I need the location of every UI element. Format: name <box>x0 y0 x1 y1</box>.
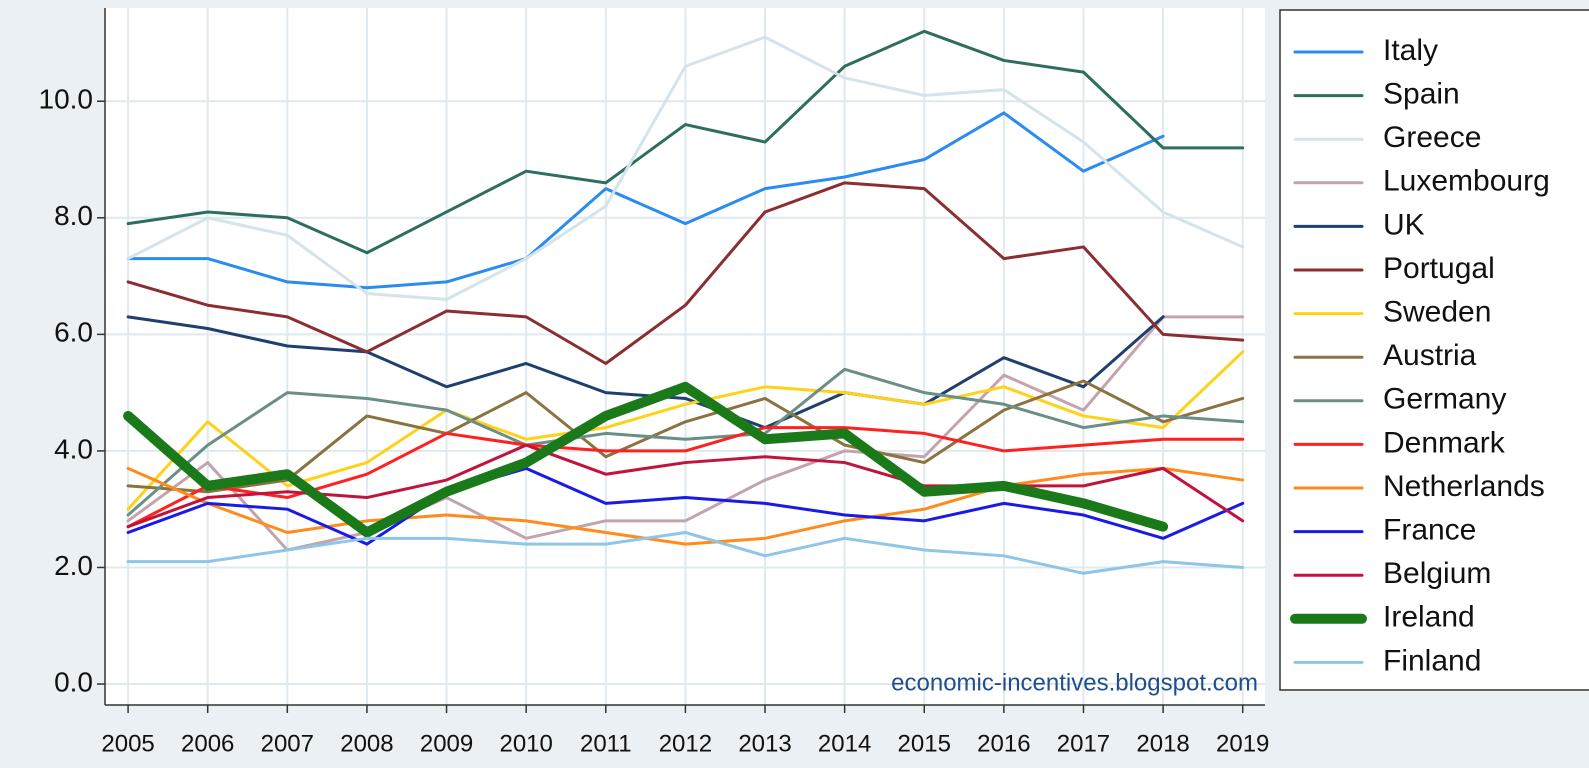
legend-label: Italy <box>1383 34 1438 67</box>
legend-label: Ireland <box>1383 601 1475 634</box>
x-tick-label: 2008 <box>340 730 393 757</box>
legend-label: Luxembourg <box>1383 165 1550 198</box>
x-tick-label: 2006 <box>181 730 234 757</box>
x-tick-label: 2017 <box>1057 730 1110 757</box>
legend-label: Netherlands <box>1383 470 1545 503</box>
legend-label: Austria <box>1383 339 1477 372</box>
x-tick-label: 2009 <box>420 730 473 757</box>
y-tick-label: 8.0 <box>54 200 93 231</box>
series-line <box>126 367 1245 517</box>
series-line <box>126 466 1245 546</box>
x-tick-label: 2011 <box>580 730 632 757</box>
x-tick-label: 2010 <box>499 730 552 757</box>
grid <box>105 8 1265 705</box>
x-tick-label: 2005 <box>101 730 154 757</box>
series-line <box>126 111 1165 290</box>
y-tick-label: 4.0 <box>54 433 93 464</box>
legend-label: Sweden <box>1383 296 1491 329</box>
legend-label: Denmark <box>1383 426 1506 459</box>
series-line <box>126 315 1245 552</box>
legend-entries: Italy Spain Greece Luxembourg UK Portugal Swed… <box>1290 34 1550 677</box>
y-tick-label: 2.0 <box>54 550 93 581</box>
series-line <box>126 29 1245 255</box>
legend-label: Greece <box>1383 121 1481 154</box>
series-line <box>126 379 1245 494</box>
y-tick-label: 10.0 <box>39 84 94 115</box>
y-tick-label: 0.0 <box>54 666 93 697</box>
series-line <box>126 530 1245 575</box>
legend-label: Portugal <box>1383 252 1495 285</box>
x-tick-label: 2007 <box>261 730 314 757</box>
lines <box>123 29 1245 575</box>
x-tick-label: 2015 <box>898 730 951 757</box>
legend-label: Spain <box>1383 78 1460 111</box>
series-line <box>126 35 1245 301</box>
legend-label: Finland <box>1383 644 1481 677</box>
legend-label: Germany <box>1383 383 1506 416</box>
legend-label: France <box>1383 514 1476 547</box>
x-tick-label: 2013 <box>738 730 791 757</box>
x-tick-label: 2016 <box>977 730 1030 757</box>
watermark: economic-incentives.blogspot.com <box>891 669 1258 696</box>
series-line <box>126 181 1245 365</box>
series-line <box>126 466 1245 546</box>
legend-label: Belgium <box>1383 557 1491 590</box>
series-line <box>126 315 1165 430</box>
x-tick-label: 2018 <box>1136 730 1189 757</box>
y-tick-label: 6.0 <box>54 317 93 348</box>
legend-label: UK <box>1383 208 1425 241</box>
x-tick-label: 2014 <box>818 730 871 757</box>
series-line <box>126 350 1245 511</box>
x-tick-label: 2012 <box>659 730 712 757</box>
series-line <box>123 381 1169 538</box>
x-tick-label: 2019 <box>1216 730 1269 757</box>
